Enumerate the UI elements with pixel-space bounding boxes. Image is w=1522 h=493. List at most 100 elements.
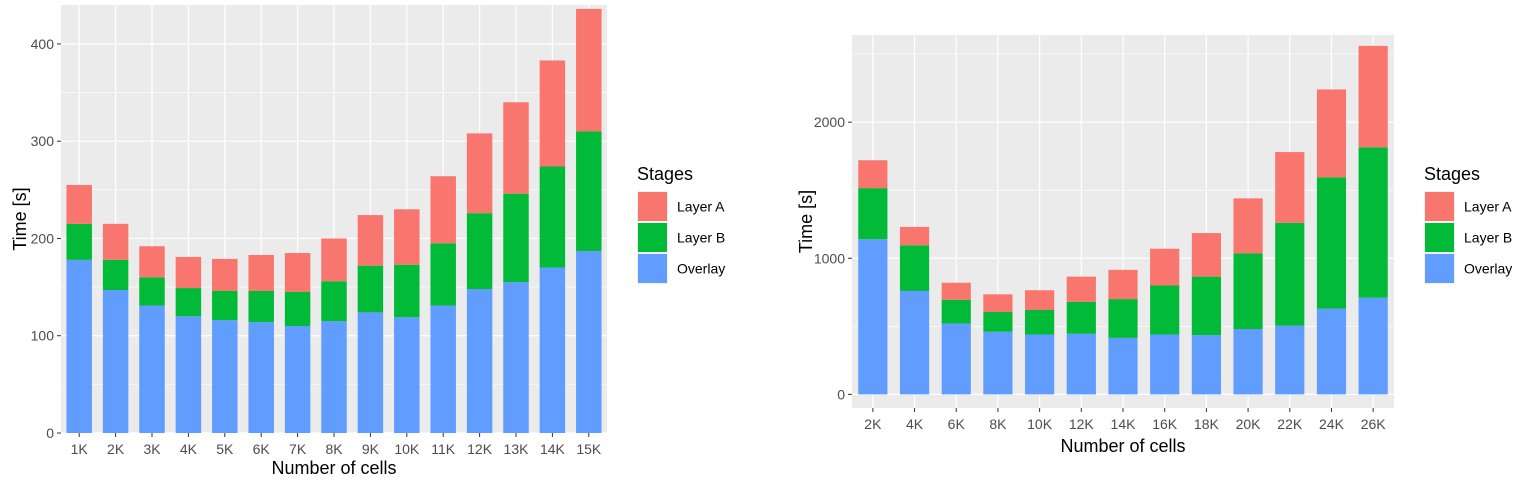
- x-tick-label: 9K: [362, 441, 380, 457]
- legend-label-overlay: Overlay: [1464, 261, 1512, 277]
- y-axis-title: Time [s]: [10, 187, 30, 250]
- y-tick-label: 0: [837, 386, 845, 402]
- bar-layer-b-20K: [1233, 253, 1263, 330]
- bar-layer-b-4K: [899, 245, 930, 291]
- bar-layer-b-6K: [248, 290, 274, 323]
- legend-label-layer-b: Layer B: [677, 230, 725, 246]
- bar-overlay-7K: [284, 326, 311, 433]
- bar-overlay-2K: [858, 239, 888, 395]
- chart-2: 0 1000 2000 2K 4K 6K 8K 10K 12K 14K 16K 18K 20K 22K 24…: [796, 35, 1512, 456]
- legend: Stages Layer A Layer B Overlay: [1424, 164, 1512, 284]
- x-tick-label: 10K: [1027, 416, 1053, 432]
- bar-layer-b-3K: [139, 277, 165, 306]
- legend-key-layer-b: [1425, 223, 1454, 252]
- bar-layer-a-3K: [139, 246, 165, 278]
- bar-overlay-3K: [139, 305, 165, 433]
- bar-layer-b-8K: [983, 312, 1013, 332]
- legend-key-overlay: [638, 254, 667, 283]
- bar-layer-a-14K: [539, 60, 566, 167]
- bar-layer-a-4K: [899, 226, 930, 246]
- bar-layer-b-11K: [430, 243, 456, 306]
- x-tick-label: 1K: [71, 441, 89, 457]
- bar-layer-a-2K: [858, 160, 888, 189]
- bar-layer-b-14K: [539, 166, 566, 268]
- x-tick-label: 11K: [431, 441, 456, 457]
- legend-key-layer-b: [638, 223, 667, 252]
- legend-label-layer-a: Layer A: [677, 199, 725, 215]
- x-tick-label: 16K: [1152, 416, 1178, 432]
- bar-overlay-26K: [1358, 297, 1388, 395]
- bar-overlay-12K: [466, 289, 493, 433]
- bar-overlay-11K: [430, 305, 456, 433]
- bar-layer-a-16K: [1150, 248, 1180, 286]
- legend-key-overlay: [1425, 254, 1454, 283]
- bar-overlay-22K: [1275, 325, 1305, 395]
- legend-label-layer-b: Layer B: [1464, 230, 1512, 246]
- bar-layer-a-5K: [212, 258, 238, 291]
- bar-layer-a-7K: [284, 253, 311, 292]
- bar-overlay-8K: [321, 321, 347, 433]
- legend: Stages Layer A Layer B Overlay: [637, 164, 725, 284]
- bar-overlay-16K: [1150, 334, 1180, 395]
- bar-layer-a-12K: [466, 133, 493, 214]
- bar-layer-b-22K: [1275, 222, 1305, 326]
- bar-overlay-10K: [1025, 334, 1055, 395]
- bar-overlay-24K: [1316, 308, 1347, 395]
- x-tick-label: 12K: [1069, 416, 1095, 432]
- x-tick-label: 6K: [948, 416, 966, 432]
- bar-overlay-1K: [66, 259, 92, 433]
- bar-overlay-6K: [941, 323, 971, 395]
- bar-layer-b-9K: [357, 265, 384, 313]
- bar-layer-b-16K: [1150, 285, 1180, 335]
- bar-layer-b-2K: [102, 259, 129, 291]
- x-tick-label: 22K: [1277, 416, 1303, 432]
- bar-layer-a-8K: [983, 294, 1013, 313]
- y-tick-label: 0: [46, 425, 54, 441]
- bar-layer-b-12K: [466, 213, 493, 290]
- bar-layer-b-10K: [1025, 309, 1055, 335]
- bar-overlay-5K: [212, 320, 238, 433]
- x-tick-label: 2K: [107, 441, 125, 457]
- y-tick-label: 200: [31, 230, 55, 246]
- legend-key-layer-a: [638, 192, 667, 221]
- y-tick-label: 1000: [814, 250, 845, 266]
- x-tick-label: 12K: [467, 441, 493, 457]
- bar-layer-a-2K: [102, 223, 129, 260]
- bar-layer-a-6K: [941, 282, 971, 300]
- bar-overlay-12K: [1066, 333, 1096, 395]
- x-tick-label: 5K: [216, 441, 234, 457]
- bar-overlay-4K: [175, 316, 202, 433]
- x-tick-label: 6K: [253, 441, 271, 457]
- x-tick-label: 7K: [289, 441, 307, 457]
- legend-title: Stages: [637, 164, 693, 184]
- legend-key-layer-a: [1425, 192, 1454, 221]
- x-tick-label: 10K: [394, 441, 420, 457]
- x-tick-label: 14K: [1111, 416, 1137, 432]
- bar-layer-a-10K: [394, 209, 420, 265]
- bar-overlay-8K: [983, 331, 1013, 395]
- x-tick-label: 4K: [906, 416, 924, 432]
- x-tick-label: 24K: [1319, 416, 1345, 432]
- y-tick-label: 300: [31, 133, 55, 149]
- legend-label-layer-a: Layer A: [1464, 199, 1512, 215]
- bar-overlay-15K: [576, 251, 602, 433]
- x-axis-title: Number of cells: [271, 458, 396, 478]
- bar-overlay-4K: [899, 290, 930, 395]
- bar-layer-a-13K: [503, 102, 529, 194]
- bar-layer-a-1K: [66, 184, 92, 224]
- bar-layer-a-10K: [1025, 290, 1055, 310]
- bar-layer-b-5K: [212, 290, 238, 321]
- bar-overlay-18K: [1191, 335, 1221, 395]
- bar-overlay-9K: [357, 312, 384, 433]
- x-tick-label: 2K: [864, 416, 882, 432]
- bar-layer-b-4K: [175, 288, 202, 317]
- x-tick-label: 14K: [540, 441, 566, 457]
- y-axis-title: Time [s]: [796, 190, 816, 253]
- bar-layer-a-22K: [1275, 152, 1305, 223]
- bar-overlay-2K: [102, 290, 129, 433]
- bar-layer-b-15K: [576, 131, 602, 252]
- bar-layer-b-8K: [321, 281, 347, 322]
- legend-label-overlay: Overlay: [677, 261, 725, 277]
- x-tick-label: 8K: [989, 416, 1007, 432]
